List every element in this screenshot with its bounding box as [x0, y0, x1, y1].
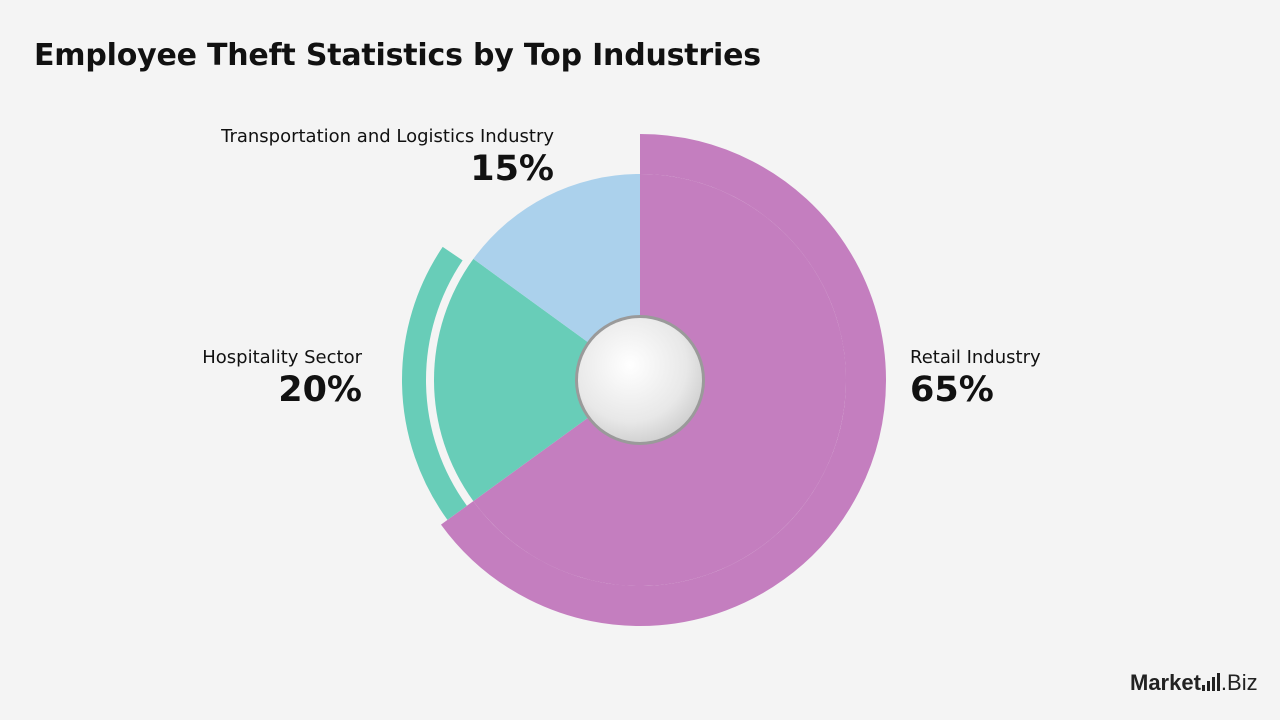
- center-hub-inner: [578, 318, 702, 442]
- slice-label-retail: Retail Industry 65%: [910, 347, 1041, 411]
- outer-arc-1: [402, 246, 467, 520]
- slice-name: Hospitality Sector: [202, 347, 362, 368]
- outer-arc-0: [441, 134, 886, 626]
- logo-brand-rest: .Biz: [1220, 670, 1258, 695]
- slice-value: 15%: [470, 149, 554, 189]
- slice-value: 65%: [910, 370, 994, 410]
- bar-chart-icon: [1201, 673, 1220, 691]
- slice-name: Retail Industry: [910, 347, 1041, 368]
- pie-slice-2: [473, 174, 640, 380]
- slice-value: 20%: [278, 370, 362, 410]
- slice-label-transportation: Transportation and Logistics Industry 15…: [221, 126, 554, 190]
- pie-slice-1: [434, 258, 640, 502]
- slice-label-hospitality: Hospitality Sector 20%: [202, 347, 362, 411]
- logo-brand-bold: Market: [1130, 670, 1201, 695]
- marketbiz-logo: Market .Biz: [1130, 670, 1258, 696]
- chart-title: Employee Theft Statistics by Top Industr…: [34, 38, 761, 73]
- slice-name: Transportation and Logistics Industry: [221, 126, 554, 147]
